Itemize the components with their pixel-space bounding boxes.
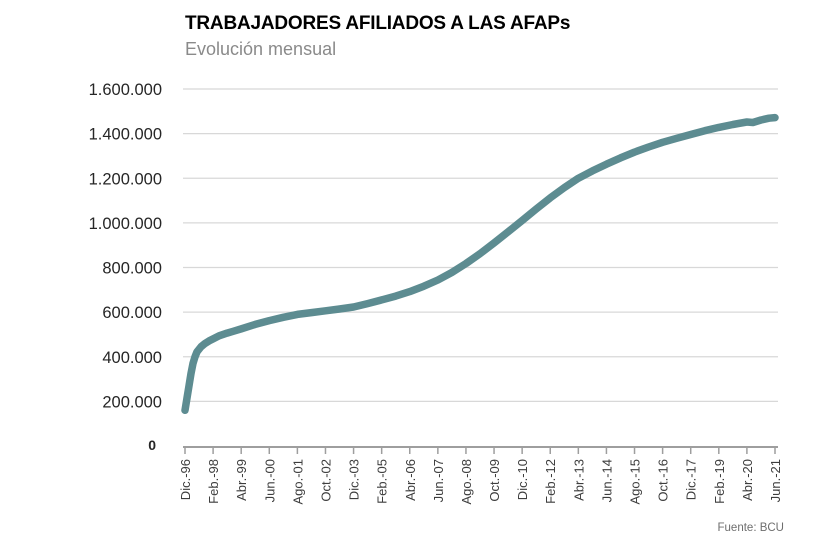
x-axis-label: Jun.-00 <box>262 459 277 502</box>
x-axis-label: Abr.-20 <box>740 459 755 501</box>
y-axis-label: 1.400.000 <box>89 126 162 144</box>
x-axis-label: Feb.-12 <box>543 459 558 504</box>
x-axis-label: Ago.-15 <box>628 459 643 505</box>
y-axis-label: 1.000.000 <box>89 215 162 233</box>
chart-header: TRABAJADORES AFILIADOS A LAS AFAPs Evolu… <box>185 13 570 60</box>
x-axis-label: Dic.-10 <box>515 459 530 500</box>
y-axis-label: 1.600.000 <box>89 81 162 99</box>
x-axis-label: Dic.-17 <box>684 459 699 500</box>
source-note: Fuente: BCU <box>717 522 784 534</box>
x-axis-label: Feb.-19 <box>712 459 727 504</box>
x-axis-label: Abr.-06 <box>403 459 418 501</box>
x-axis-label: Jun.-21 <box>768 459 783 502</box>
x-axis-label: Oct.-16 <box>656 459 671 502</box>
x-axis-label: Jun.-14 <box>599 459 614 502</box>
y-axis-label: 400.000 <box>102 349 162 367</box>
chart-title: TRABAJADORES AFILIADOS A LAS AFAPs <box>185 13 571 34</box>
x-axis-label: Dic.-03 <box>347 459 362 500</box>
y-axis-label: 1.200.000 <box>89 170 162 188</box>
x-axis-label: Dic.-96 <box>178 459 193 500</box>
y-axis-label: 800.000 <box>102 260 162 278</box>
x-axis-label: Feb.-98 <box>206 459 221 504</box>
x-axis-label: Abr.-99 <box>234 459 249 501</box>
x-axis-label: Oct.-09 <box>487 459 502 502</box>
y-axis-label: 600.000 <box>102 304 162 322</box>
y-axis-zero-label: 0 <box>148 437 156 453</box>
series-line-afiliados <box>181 113 779 415</box>
x-axis-label: Jun.-07 <box>431 459 446 502</box>
x-axis-label: Ago.-08 <box>459 459 474 505</box>
x-axis-label: Oct.-02 <box>318 459 333 502</box>
x-axis-label: Feb.-05 <box>375 459 390 504</box>
x-axis-label: Ago.-01 <box>290 459 305 505</box>
x-axis-label: Abr.-13 <box>571 459 586 501</box>
y-axis-label: 200.000 <box>102 393 162 411</box>
chart-subtitle: Evolución mensual <box>185 39 337 59</box>
